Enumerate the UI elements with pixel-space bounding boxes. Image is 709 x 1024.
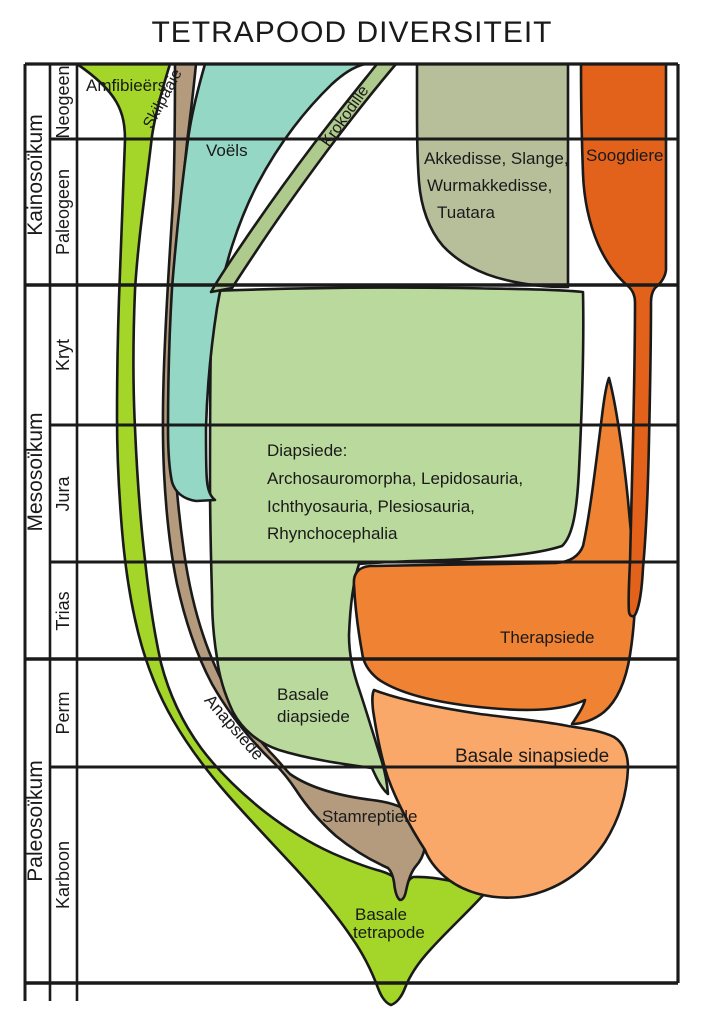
period-label-kryt: Kryt <box>53 339 73 371</box>
label-birds: Voëls <box>206 141 248 160</box>
label-basal-diapsids-line1: Basale <box>277 685 329 704</box>
label-diapsids-line2: Archosauromorpha, Lepidosauria, <box>267 469 523 488</box>
label-diapsids-line4: Rhynchocephalia <box>267 524 398 543</box>
spindle-birds <box>166 62 367 503</box>
label-basal-diapsids-line2: diapsiede <box>277 707 350 726</box>
era-label-kainosoikum: Kainosoïkum <box>24 114 47 235</box>
era-label-mesosoikum: Mesosoïkum <box>24 412 47 531</box>
spindle-mammals <box>579 62 668 618</box>
diagram-title: TETRAPOOD DIVERSITEIT <box>151 16 552 49</box>
period-label-perm: Perm <box>53 691 73 734</box>
spindle-basal-synapsids <box>371 688 630 899</box>
label-stem-reptiles: Stamreptiele <box>322 807 417 826</box>
label-squamates-line2: Wurmakkedisse, <box>427 176 552 195</box>
period-label-paleogeen: Paleogeen <box>53 169 73 255</box>
label-basal-tetrapods-line1: Basale <box>355 905 407 924</box>
label-mammals: Soogdiere <box>586 146 664 165</box>
label-basal-synapsids: Basale sinapsiede <box>455 746 609 767</box>
spindle-diapsids <box>208 286 585 796</box>
spindle-crocodiles <box>209 62 398 294</box>
period-label-trias: Trias <box>53 591 73 630</box>
label-squamates-line3: Tuatara <box>437 203 496 222</box>
spindle-amphibians-basal-tetrapods <box>75 62 488 1007</box>
label-basal-tetrapods-line2: tetrapode <box>353 923 425 942</box>
timescale-grid <box>23 62 680 1001</box>
label-diapsids-line1: Diapsiede: <box>267 441 347 460</box>
label-diapsids-line3: Ichthyosauria, Plesiosauria, <box>267 497 475 516</box>
period-label-neogeen: Neogeen <box>53 65 73 138</box>
period-label-karboon: Karboon <box>53 841 73 909</box>
label-therapsids: Therapsiede <box>500 628 595 647</box>
label-squamates-line1: Akkedisse, Slange, <box>424 149 569 168</box>
era-label-paleosoikum: Paleosoïkum <box>24 760 47 881</box>
period-label-jura: Jura <box>53 476 73 512</box>
label-amphibians: Amfibieërs <box>86 76 166 95</box>
